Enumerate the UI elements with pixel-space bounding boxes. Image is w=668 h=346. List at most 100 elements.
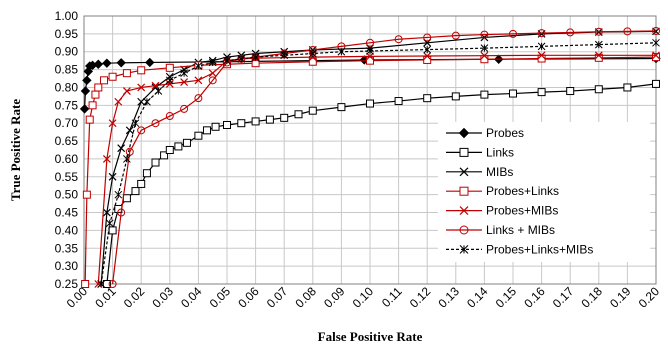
y-tick-label: 0.30 — [55, 259, 79, 273]
data-point — [237, 55, 246, 63]
data-point — [208, 69, 217, 78]
y-tick-label: 0.55 — [55, 170, 79, 184]
y-axis-ticks: 0.25 0.30 0.35 0.40 0.45 0.50 0.55 0.60 0.65 0.70… — [55, 9, 79, 291]
data-point — [180, 78, 189, 87]
legend-marker — [459, 245, 469, 254]
data-point — [294, 110, 303, 119]
data-point — [151, 158, 160, 167]
data-point — [652, 38, 660, 47]
data-point — [125, 126, 134, 135]
data-point — [102, 155, 111, 163]
data-point — [652, 53, 660, 62]
data-point — [79, 104, 90, 114]
data-point — [537, 51, 546, 60]
data-point — [594, 51, 603, 60]
data-point — [194, 131, 203, 140]
data-point — [537, 88, 546, 97]
data-point — [165, 146, 174, 154]
legend-label: Probes+Links+MIBs — [486, 242, 593, 256]
data-point — [116, 58, 126, 68]
data-point — [165, 63, 174, 72]
data-point — [143, 97, 151, 106]
data-point — [151, 119, 160, 128]
data-point — [137, 83, 146, 92]
data-point — [108, 119, 117, 128]
data-point — [160, 151, 169, 160]
series-line — [112, 30, 657, 285]
data-point — [451, 92, 460, 101]
legend-label: Probes+Links — [486, 184, 559, 198]
data-point — [566, 28, 575, 37]
data-point — [91, 90, 100, 99]
data-point — [94, 280, 103, 288]
data-point — [623, 83, 632, 92]
data-point — [537, 29, 546, 38]
y-tick-label: 0.70 — [55, 116, 79, 130]
data-point — [102, 58, 112, 68]
data-point — [509, 89, 517, 98]
data-point — [174, 142, 183, 151]
data-point — [100, 76, 109, 85]
y-tick-label: 0.50 — [55, 188, 79, 202]
data-point — [122, 87, 131, 95]
series-probes-links-mibs — [97, 38, 660, 288]
legend-marker — [459, 225, 469, 235]
data-point — [566, 87, 575, 96]
data-point — [85, 115, 94, 124]
data-point — [208, 76, 217, 85]
plot-area-frame — [83, 15, 657, 285]
legend-marker — [459, 186, 469, 196]
data-point — [480, 51, 489, 60]
data-point — [509, 29, 517, 38]
data-point — [82, 190, 91, 199]
data-point — [423, 52, 432, 60]
data-point — [265, 115, 274, 124]
y-tick-label: 0.25 — [55, 277, 79, 291]
data-point — [165, 112, 174, 121]
data-point — [123, 155, 131, 163]
y-tick-label: 0.75 — [55, 98, 79, 112]
data-point — [366, 99, 374, 108]
data-point — [194, 94, 203, 103]
data-point — [223, 56, 231, 65]
y-tick-label: 0.45 — [55, 206, 79, 220]
legend-item: Links — [446, 145, 514, 159]
data-point — [594, 27, 603, 36]
data-point — [480, 55, 489, 64]
legend-item: Probes+Links+MIBs — [446, 242, 593, 256]
data-point — [125, 147, 134, 156]
legend-background — [438, 122, 650, 262]
data-point — [117, 144, 126, 153]
data-point — [131, 187, 140, 196]
y-tick-label: 0.40 — [55, 223, 79, 237]
data-point — [480, 30, 489, 39]
legend-item: Probes — [446, 126, 524, 140]
data-point — [145, 57, 155, 68]
data-point — [94, 83, 103, 92]
data-point — [108, 280, 117, 288]
data-point — [308, 57, 317, 66]
legend-item: Probes+MIBs — [446, 204, 558, 218]
data-point — [337, 103, 346, 112]
data-point — [623, 27, 632, 36]
data-point — [142, 169, 151, 178]
legend-marker — [459, 147, 469, 157]
data-point — [237, 119, 246, 128]
series-layer — [79, 27, 661, 288]
data-point — [480, 90, 489, 99]
data-point — [337, 47, 346, 56]
data-point — [223, 120, 231, 129]
y-tick-label: 0.35 — [55, 241, 79, 255]
data-point — [652, 79, 660, 88]
data-point — [208, 58, 217, 67]
legend-label: Links — [486, 145, 514, 159]
legend-item: MIBs — [446, 165, 513, 179]
data-point — [211, 122, 220, 131]
data-point — [423, 55, 432, 64]
data-point — [117, 208, 126, 217]
data-point — [102, 280, 111, 288]
data-point — [105, 219, 114, 228]
data-point — [114, 97, 123, 106]
y-tick-label: 0.90 — [55, 45, 79, 59]
